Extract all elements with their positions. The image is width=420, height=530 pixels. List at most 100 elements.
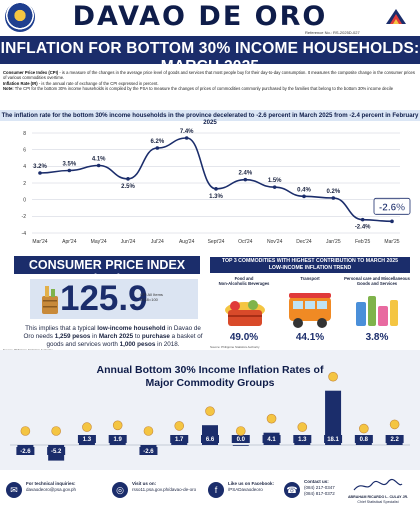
title-band [0,36,420,64]
data-label: 7.4% [180,129,194,135]
highlight-box [373,197,411,215]
definitions: Consumer Price Index (CPI) - is a measur… [3,70,417,92]
value-label: 4.1 [267,437,276,443]
value-label-box [262,435,281,443]
reference-number: Reference No.: RS-2025D-027 [305,30,360,35]
ir-definition: Inflation Rate (IR) - is the annual rate… [3,80,159,86]
value-label: 0.8 [360,437,369,443]
facebook-icon: f [208,482,224,498]
y-tick-label: -2 [22,214,27,220]
y-tick-label: -4 [22,231,27,237]
value-label-box [47,447,66,455]
header [0,0,420,36]
cpi-description: This implies that a typical low-income h… [23,325,203,348]
data-label: -2.6% [379,202,405,213]
x-tick-label: Aug'24 [179,239,195,245]
data-label: 0.2% [326,189,340,195]
inflation-line-chart: 8 6 4 2 0 -2 -4 3.2% Mar'24 3.5% Apr'24 4.1% May'24 2… [22,129,411,245]
category-icon [235,426,246,436]
x-tick-label: Nov'24 [267,239,283,245]
data-label: 1.3% [209,194,223,200]
website-block[interactable]: Visit us on: rsso11.psa.gov.ph/davao-de-… [132,481,197,492]
x-tick-label: Mar'24 [32,239,47,245]
bar [294,441,311,445]
cpi-definition: Consumer Price Index (CPI) - is a measur… [3,70,415,81]
signatory: ABRAHAM RICARDO L. CULAY JR. Chief Stati… [347,495,409,504]
x-tick-label: Mar'25 [384,239,399,245]
contact-block[interactable]: Contact us: (084) 217-0347 (084) 817-037… [304,479,335,496]
category-icon [205,406,215,417]
top-commodities-heading-band [210,257,410,273]
province-seal-icon [5,2,35,32]
phone-icon: ☎ [284,482,300,498]
data-point [126,177,130,181]
category-icon [297,422,308,432]
signature-icon [353,478,403,491]
category-icon [112,420,123,431]
globe-icon: ◎ [112,482,128,498]
province-title: DAVAO DE ORO [72,1,328,32]
cpi-note: CPI All Items 2018=100 [140,292,163,302]
value-label: -2.6 [20,449,31,455]
data-label: 6.2% [150,139,164,145]
data-label: 3.2% [33,164,47,170]
series-line [39,137,393,223]
cpi-heading-band [14,256,200,274]
food-basket-icon [225,300,265,326]
cpi-value: 125.9 [60,279,148,318]
bar [232,445,249,446]
value-label-box [108,435,127,443]
facebook-block[interactable]: Like us on Facebook: /PSADavaodeoro [228,481,275,492]
value-label-box [16,447,35,455]
value-label-box [231,435,250,443]
value-label: 0.0 [237,437,246,443]
category-icon [359,423,369,434]
note-definition: Note: The CPI for the bottom 30% income … [3,86,394,92]
x-tick-label: May'24 [91,239,107,245]
inquiries-block[interactable]: For technical inquiries: davaodeoro@psa.… [26,481,77,492]
bar-chart-title: Annual Bottom 30% Income Inflation Rates… [96,364,324,389]
data-label: 0.4% [297,187,311,193]
data-point [214,187,218,191]
category-icon [174,421,185,431]
psa-logo-icon [386,9,406,24]
x-tick-label: Feb'25 [355,239,370,245]
value-label: 6.6 [206,437,215,443]
category-icon [389,419,400,430]
data-point [272,185,277,189]
x-tick-label: Sept'24 [208,239,225,245]
bar [325,390,342,445]
category-icon [266,413,277,424]
data-point [67,168,72,173]
category-icon [20,426,31,436]
x-tick-label: Apr'24 [62,239,77,245]
value-label-box [324,435,343,443]
data-point [243,177,248,182]
value-label: 1.7 [175,437,184,443]
jeepney-icon [289,293,331,328]
x-tick-label: Oct'24 [238,239,253,245]
data-point [155,146,160,150]
y-tick-label: 8 [23,131,26,137]
category-icon [328,371,338,382]
data-point [96,163,101,168]
category-icon [143,426,154,436]
data-point [38,171,42,175]
commodity-food-label: Food and Non-Alcoholic Beverages [218,276,270,286]
category-icon [51,426,61,436]
value-label-box [293,435,312,443]
value-label: -2.6 [143,449,154,455]
value-label-box [77,435,96,443]
data-label: 2.5% [121,184,135,190]
category-icon [82,422,92,432]
data-point [184,136,189,140]
commodity-personal-care-label: Personal care and Miscellaneous Goods and… [344,276,410,286]
data-point [331,196,336,200]
value-label: 2.2 [390,437,399,443]
x-tick-label: Jul'24 [151,239,164,245]
line-chart-heading-band [0,110,420,121]
commodity-food-value: 49.0% [229,332,259,343]
personal-care-products-icon [356,296,398,326]
value-label: 1.3 [83,437,92,443]
value-label: 1.9 [114,437,123,443]
